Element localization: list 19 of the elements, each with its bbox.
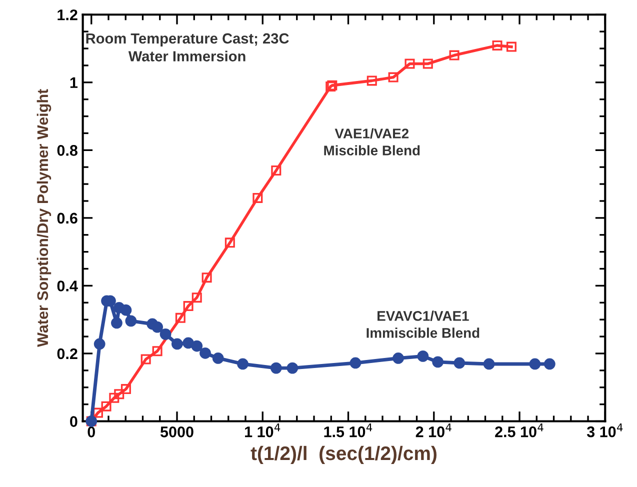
y-axis-title: Water Sorption/Dry Polymer Weight [36, 89, 52, 347]
y-tick-label: 0.2 [57, 348, 78, 360]
x-tick-label: 1.5 10$^{4}$ [324, 423, 372, 438]
y-tick-label: 0 [70, 416, 78, 427]
series-label: VAE1/VAE2 Miscible Blend [324, 128, 420, 156]
x-tick-label: 3 10$^{4}$ [586, 423, 623, 438]
x-tick-label: 2.5 10$^{4}$ [495, 423, 544, 438]
x-tick-label: 0 [88, 426, 95, 438]
series-label: EVAVC1/VAE1 Immiscible Blend [366, 310, 480, 338]
y-tick-label: 0.6 [57, 212, 78, 224]
y-tick-label: 1 [70, 77, 78, 88]
x-axis-title: t(1/2)/l (sec(1/2)/cm) [250, 446, 436, 464]
y-tick-label: 0.8 [57, 145, 78, 156]
y-tick-label: 0.4 [57, 280, 78, 292]
x-tick-label: 2 10$^{4}$ [416, 423, 452, 438]
x-tick-label: 1 10$^{4}$ [245, 423, 280, 438]
x-tick-label: 5000 [160, 426, 194, 438]
text: Room Temperature Cast; 23C Water Immersion [86, 33, 289, 62]
y-tick-label: 1.2 [58, 9, 78, 20]
